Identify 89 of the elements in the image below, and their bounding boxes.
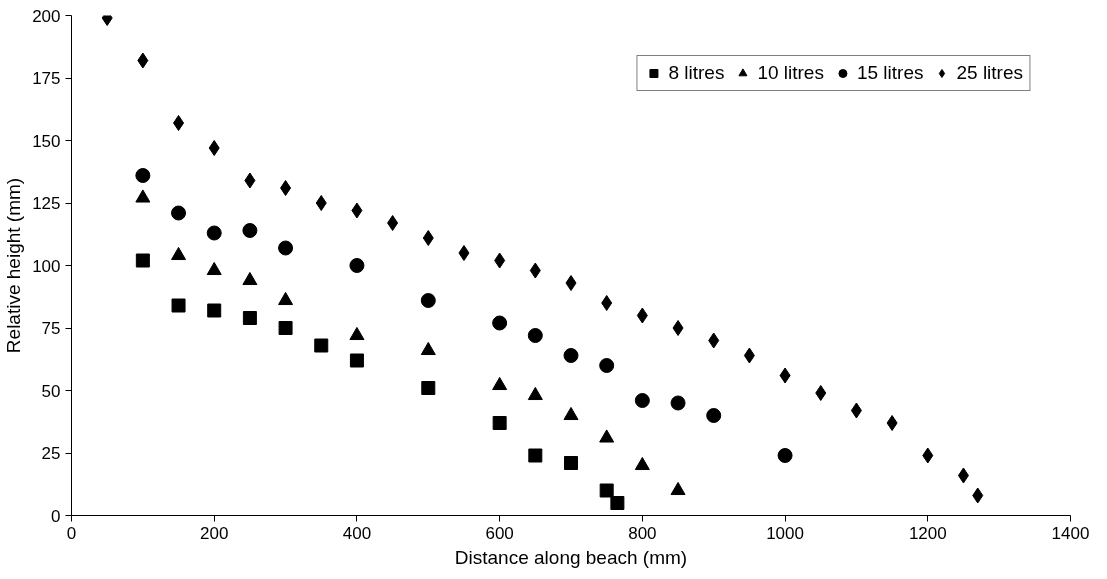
point: [242, 223, 258, 238]
point: [599, 358, 615, 373]
y-tick-label: 100: [32, 256, 61, 276]
x-tick-label: 800: [628, 523, 657, 543]
point: [670, 481, 686, 496]
point: [349, 326, 365, 341]
y-tick-label: 0: [51, 506, 61, 526]
point: [421, 381, 436, 395]
point: [171, 298, 186, 313]
point: [599, 483, 614, 498]
point: [422, 230, 434, 246]
point: [601, 295, 613, 311]
x-tick-label: 400: [342, 523, 372, 543]
point: [278, 291, 294, 306]
point: [972, 487, 984, 504]
point: [242, 311, 257, 325]
x-tick-label: 0: [66, 523, 77, 543]
point: [527, 328, 543, 343]
y-axis-title: Relative height (mm): [3, 177, 25, 354]
y-tick-label: 50: [41, 381, 61, 401]
point: [351, 202, 363, 219]
point: [886, 415, 898, 431]
point: [349, 353, 364, 368]
point: [206, 225, 222, 241]
legend-label: 15 litres: [856, 62, 924, 84]
point: [315, 195, 327, 211]
point: [610, 496, 625, 510]
point: [137, 52, 149, 69]
point: [135, 189, 151, 203]
x-tick-label: 200: [200, 523, 229, 543]
y-tick-label: 150: [32, 131, 61, 151]
point: [135, 253, 150, 268]
x-axis-title: Distance along beach (mm): [454, 546, 688, 568]
point: [599, 429, 615, 443]
point: [636, 307, 648, 324]
point: [564, 456, 578, 470]
y-tick-label: 25: [41, 444, 61, 463]
point: [420, 341, 436, 356]
x-tick-label: 1400: [1051, 523, 1090, 543]
point: [314, 338, 329, 353]
point: [278, 321, 293, 335]
point: [349, 258, 365, 273]
y-tick-label: 200: [32, 6, 61, 26]
legend-label: 8 litres: [668, 62, 725, 84]
point: [244, 172, 256, 189]
point: [815, 385, 827, 401]
point: [207, 303, 222, 318]
point: [743, 347, 755, 364]
legend-label: 10 litres: [757, 62, 824, 84]
point: [280, 180, 292, 196]
point: [528, 448, 543, 463]
point: [278, 240, 294, 256]
y-tick-label: 175: [32, 69, 61, 88]
x-tick-label: 1000: [766, 523, 804, 543]
point: [670, 395, 686, 411]
point: [420, 293, 436, 308]
point: [208, 140, 220, 156]
point: [563, 406, 579, 421]
point: [777, 448, 793, 463]
y-tick-label: 125: [32, 194, 61, 213]
point: [634, 393, 650, 408]
point: [708, 332, 720, 349]
point: [529, 262, 541, 279]
point: [242, 271, 258, 286]
point: [173, 115, 185, 131]
point: [171, 205, 187, 221]
point: [206, 261, 222, 276]
point: [779, 367, 791, 384]
point: [492, 315, 508, 331]
x-tick-label: 600: [485, 523, 514, 543]
point: [527, 386, 543, 401]
point: [957, 467, 969, 484]
point: [850, 402, 862, 419]
legend-label: 25 litres: [956, 62, 1023, 84]
point: [565, 275, 577, 291]
point: [492, 376, 508, 391]
point: [458, 245, 470, 261]
point: [672, 320, 684, 336]
point: [492, 416, 507, 430]
point: [135, 168, 151, 183]
point: [563, 348, 579, 363]
point: [706, 408, 722, 423]
x-tick-label: 1200: [908, 523, 947, 543]
y-tick-label: 75: [41, 319, 61, 338]
point: [634, 456, 650, 471]
point: [387, 215, 399, 231]
point: [171, 246, 187, 261]
point: [494, 252, 506, 269]
point: [922, 447, 934, 464]
